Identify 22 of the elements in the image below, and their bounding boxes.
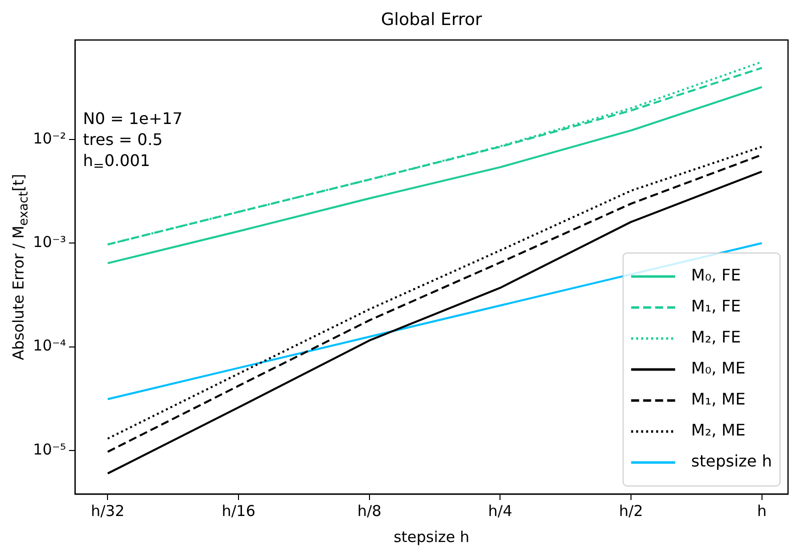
y-tick-label: 10⁻⁴ — [32, 336, 66, 355]
legend-label: M₀, FE — [691, 266, 741, 285]
legend-label: M₁, FE — [691, 296, 741, 316]
y-tick-label: 10⁻³ — [32, 232, 66, 251]
y-tick-label: 10⁻² — [32, 129, 66, 148]
x-tick-label: h/16 — [222, 502, 256, 520]
x-tick-label: h — [757, 502, 767, 520]
legend-label: M₂, ME — [691, 420, 746, 440]
legend-label: M₀, ME — [691, 358, 746, 378]
legend-label: stepsize h — [691, 452, 772, 471]
annotation: tres = 0.5 — [83, 129, 164, 150]
chart-title: Global Error — [380, 10, 482, 30]
x-tick-label: h/32 — [90, 502, 125, 520]
legend-label: M₁, ME — [691, 390, 746, 409]
x-tick-label: h/8 — [357, 502, 382, 520]
y-tick-label: 10⁻⁵ — [32, 440, 66, 458]
x-axis-title: stepsize h — [394, 528, 470, 546]
x-tick-label: h/4 — [488, 502, 512, 520]
x-tick-label: h/2 — [618, 502, 644, 520]
legend-label: M₂, FE — [691, 328, 741, 347]
annotation: h$_{=}$0.001 — [83, 150, 152, 176]
annotation: N0 = 1e+17 — [83, 108, 183, 129]
